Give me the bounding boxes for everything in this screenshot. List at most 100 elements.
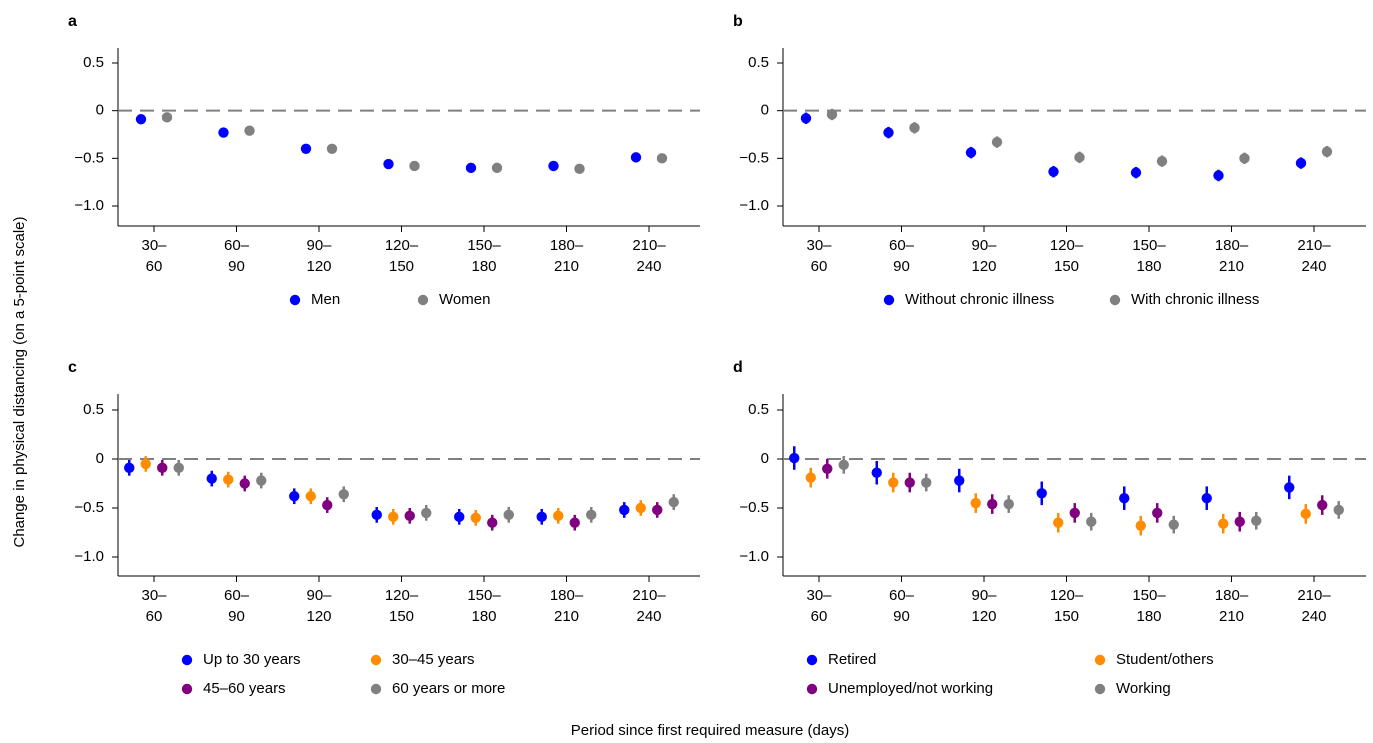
data-point: [838, 459, 849, 471]
y-tick-label: 0.5: [83, 401, 104, 418]
data-point: [244, 125, 255, 136]
x-tick-label-end: 180: [1136, 608, 1161, 625]
y-tick-label: 0.5: [83, 54, 104, 71]
panel-label: c: [68, 359, 77, 376]
x-tick-label-end: 180: [471, 608, 496, 625]
data-point: [1218, 518, 1229, 529]
y-tick-label: −1.0: [739, 548, 769, 565]
data-point: [574, 163, 585, 175]
x-tick-label-start: 30–: [806, 587, 832, 604]
data-point: [826, 109, 838, 120]
y-tick-label: −0.5: [739, 499, 769, 516]
y-tick-label: 0.5: [748, 54, 769, 71]
x-tick-label-start: 60–: [224, 587, 250, 604]
data-point: [630, 152, 642, 163]
data-point: [586, 509, 597, 521]
y-tick-label: −0.5: [74, 149, 104, 166]
data-point: [1317, 499, 1328, 511]
data-point: [553, 510, 564, 522]
data-point: [1251, 515, 1262, 526]
legend-marker: [806, 683, 818, 695]
legend-label: Working: [1116, 680, 1171, 697]
data-point: [668, 496, 679, 508]
data-point: [157, 462, 168, 474]
data-point: [338, 489, 349, 500]
data-point: [1239, 153, 1250, 164]
x-tick-label-end: 240: [1301, 258, 1326, 275]
x-tick-label-end: 210: [554, 608, 579, 625]
data-point: [487, 517, 498, 528]
legend-marker: [1109, 294, 1121, 306]
x-tick-label-end: 210: [1219, 608, 1244, 625]
legend-label: Unemployed/not working: [828, 680, 993, 697]
data-point: [1036, 488, 1047, 499]
data-point: [1234, 516, 1245, 527]
x-tick-label-end: 60: [146, 608, 163, 625]
data-point: [305, 491, 316, 502]
x-tick-label-start: 210–: [632, 587, 666, 604]
legend-label: Men: [311, 291, 340, 308]
data-point: [421, 507, 432, 519]
x-tick-label-start: 210–: [1297, 587, 1331, 604]
x-tick-label-end: 150: [1054, 608, 1079, 625]
data-point: [1130, 167, 1142, 178]
data-point: [1213, 170, 1224, 181]
x-tick-label-start: 90–: [971, 237, 997, 254]
legend-label: Without chronic illness: [905, 291, 1054, 308]
legend-marker: [370, 683, 382, 695]
data-point: [503, 509, 514, 521]
data-point: [223, 474, 234, 485]
x-tick-label-start: 90–: [306, 237, 332, 254]
data-point: [987, 498, 998, 510]
data-point: [548, 160, 559, 172]
x-tick-label-end: 120: [971, 258, 996, 275]
legend-marker: [370, 654, 382, 666]
legend-label: 60 years or more: [392, 680, 505, 697]
x-tick-label-start: 180–: [1215, 587, 1249, 604]
data-point: [954, 475, 965, 486]
data-point: [652, 504, 663, 516]
data-point: [805, 472, 816, 483]
data-point: [1284, 482, 1295, 493]
y-tick-label: −0.5: [739, 149, 769, 166]
data-point: [909, 122, 920, 134]
x-tick-label-end: 150: [1054, 258, 1079, 275]
data-point: [536, 511, 547, 523]
data-point: [322, 499, 333, 511]
legend-label: 30–45 years: [392, 651, 475, 668]
data-point: [888, 477, 899, 488]
x-tick-label-end: 210: [554, 258, 579, 275]
data-point: [965, 147, 977, 158]
x-tick-label-end: 90: [893, 258, 910, 275]
data-point: [173, 462, 184, 474]
x-tick-label-end: 240: [636, 258, 661, 275]
data-point: [124, 462, 135, 474]
y-tick-label: −0.5: [74, 499, 104, 516]
y-tick-label: 0: [761, 102, 769, 119]
panel-label: b: [733, 13, 743, 30]
data-point: [871, 467, 882, 478]
data-point: [239, 478, 250, 489]
data-point: [300, 143, 312, 154]
data-point: [1069, 507, 1080, 519]
chart-panel-d: d 0.5 0 −0.5 −1.0 30– 60 60– 90 90– 120 120– 150 150–…: [733, 359, 1366, 697]
data-point: [161, 112, 173, 123]
data-point: [991, 136, 1003, 148]
legend-marker: [181, 683, 193, 695]
data-point: [822, 463, 833, 474]
x-tick-label-start: 150–: [467, 587, 501, 604]
x-tick-label-end: 120: [306, 258, 331, 275]
chart-panel-c: c 0.5 0 −0.5 −1.0 30– 60 60– 90 90– 120 120– 150 150–…: [68, 359, 700, 697]
x-tick-label-end: 240: [1301, 608, 1326, 625]
data-point: [326, 143, 338, 154]
x-axis-title: Period since first required measure (day…: [571, 722, 849, 739]
x-tick-label-start: 210–: [1297, 237, 1331, 254]
x-tick-label-end: 210: [1219, 258, 1244, 275]
y-tick-label: 0.5: [748, 401, 769, 418]
data-point: [404, 510, 415, 522]
x-tick-label-start: 210–: [632, 237, 666, 254]
y-tick-label: −1.0: [74, 197, 104, 214]
data-point: [789, 452, 800, 464]
data-point: [218, 127, 229, 138]
